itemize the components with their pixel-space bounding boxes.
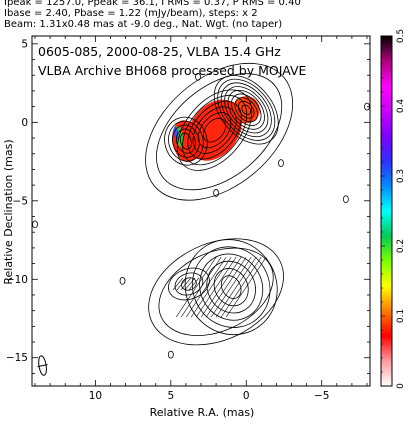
hatch-line (220, 256, 262, 318)
y-tick-label: −15 (6, 352, 28, 364)
lower-component-contour-4 (199, 253, 264, 321)
inner-jet-contour-1 (203, 117, 227, 143)
colorbar-tick-label: 0.5 (396, 29, 406, 43)
hatch-line (200, 256, 242, 318)
x-axis-label: Relative R.A. (mas) (150, 406, 255, 419)
axes: 10 5 0 −5 5 0 −5 −10 −15 (6, 36, 370, 402)
header-line-2: Ibase = 2.40, Pbase = 1.22 (mJy/beam), s… (4, 8, 258, 19)
jet-knot-contour-4 (168, 120, 204, 162)
hatch-line (176, 277, 188, 291)
hatch-line (210, 256, 252, 318)
jet-knot-contour-3 (172, 124, 200, 158)
header-line-1: Ipeak = 1257.0, Ppeak = 36.1, I RMS = 0.… (4, 0, 301, 8)
core-contour-5 (227, 89, 265, 130)
chart-title-line-2: VLBA Archive BH068 processed by MOJAVE (38, 63, 306, 78)
lower-envelope-contour-1 (158, 247, 274, 336)
x-tick-label: 10 (89, 390, 102, 402)
isolated-contour (342, 195, 349, 204)
hatch-line (172, 277, 184, 291)
core-contour-1 (241, 104, 252, 115)
y-tick-label: −10 (6, 274, 28, 286)
header-line-3: Beam: 1.31x0.48 mas at -9.0 deg., Nat. W… (4, 19, 283, 30)
lower-component-contour-6 (184, 239, 278, 336)
isolated-contour (32, 220, 38, 229)
hatch-line (195, 256, 237, 318)
beam-minor-axis (37, 364, 48, 368)
colorbar-tick-label: 0.3 (396, 169, 406, 183)
colorbar (380, 35, 393, 387)
colorbar-tick-label: 0.4 (396, 99, 406, 114)
x-tick-label: 5 (167, 390, 174, 402)
core-contour-3 (234, 97, 259, 123)
colorbar-tick-label: 0.1 (396, 309, 406, 323)
jet-knot-contour-2 (176, 128, 196, 154)
outer-envelope-contour-2 (145, 62, 294, 201)
core-contour-8 (217, 78, 276, 141)
hatch-line (185, 256, 227, 318)
y-axis-label: Relative Declination (mas) (2, 139, 15, 284)
contour-layer (32, 62, 370, 376)
isolated-contour (119, 276, 126, 285)
isolated-contour (167, 350, 174, 359)
hatch-line (180, 277, 192, 291)
hatch-line (188, 277, 200, 291)
polarized-emission-edge-blue (173, 126, 179, 141)
hatch-line (184, 277, 196, 291)
y-tick-label: −5 (13, 195, 28, 207)
hatch-line (205, 256, 247, 318)
colorbar-tick-label: 0 (396, 383, 406, 389)
jet-knot-contour-1 (179, 132, 192, 150)
hatch-line (225, 256, 267, 318)
y-tick-label: 5 (21, 38, 28, 50)
hatch-line (180, 256, 222, 318)
lower-inner-contour-2 (174, 272, 204, 296)
jet-knot-contour-5 (164, 116, 208, 166)
lower-envelope-contour-2 (148, 238, 284, 346)
hatch-line (190, 256, 232, 318)
isolated-contour (195, 72, 201, 81)
inner-jet-contour-6 (176, 89, 253, 171)
x-tick-label: −5 (314, 390, 329, 402)
lower-component-contour-3 (206, 260, 256, 314)
colorbar-tick-label: 0.2 (396, 239, 406, 253)
chart-title-line-1: 0605-085, 2000-08-25, VLBA 15.4 GHz (38, 44, 281, 59)
hatch-line (215, 256, 257, 318)
hatch-line (175, 256, 217, 318)
lower-component-contour-2 (213, 268, 249, 307)
inner-jet-contour-2 (197, 112, 232, 149)
isolated-contour (213, 189, 219, 197)
colorbar-ticks: 0 0.1 0.2 0.3 0.4 0.5 (381, 29, 406, 389)
x-tick-label: 0 (243, 390, 250, 402)
outer-envelope-contour-1 (156, 73, 283, 191)
isolated-contour (278, 159, 284, 168)
y-tick-label: 0 (21, 117, 28, 129)
